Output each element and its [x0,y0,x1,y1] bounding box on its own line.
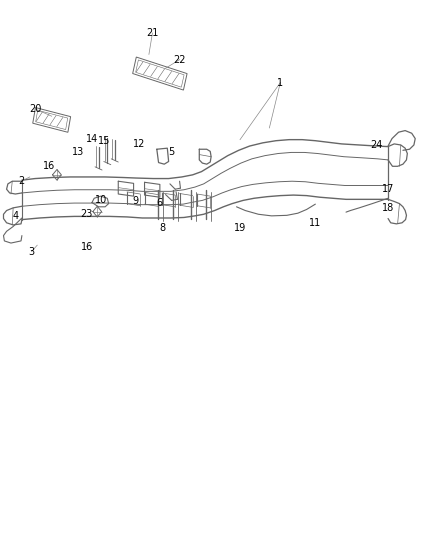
Text: 19: 19 [234,223,246,233]
Text: 14: 14 [86,134,98,143]
Text: 8: 8 [159,223,165,233]
Bar [136,60,184,87]
Text: 3: 3 [28,247,35,256]
Text: 13: 13 [72,147,84,157]
Text: 23: 23 [81,209,93,219]
Text: 22: 22 [173,55,186,64]
Text: 21: 21 [146,28,159,38]
Text: 11: 11 [309,218,321,228]
Bar [35,110,68,130]
Text: 2: 2 [18,176,24,186]
Text: 15: 15 [98,136,110,146]
Bar [133,57,187,90]
Bar [33,108,71,132]
Text: 17: 17 [382,184,394,194]
Text: 10: 10 [95,195,107,205]
Text: 16: 16 [43,161,55,171]
Text: 16: 16 [81,242,93,252]
Text: 9: 9 [133,197,139,206]
Text: 24: 24 [371,140,383,150]
Text: 12: 12 [133,139,145,149]
Text: 4: 4 [12,211,18,221]
Text: 1: 1 [277,78,283,87]
Text: 6: 6 [157,198,163,207]
Text: 5: 5 [168,147,174,157]
Text: 20: 20 [30,104,42,114]
Text: 18: 18 [382,203,394,213]
